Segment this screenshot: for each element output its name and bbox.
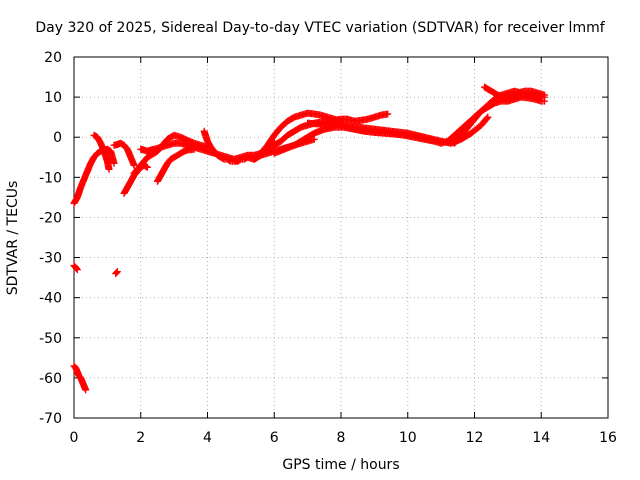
data-point bbox=[484, 113, 492, 121]
series-arc-b bbox=[90, 131, 113, 173]
y-tick-label: -50 bbox=[39, 331, 62, 347]
x-tick-label: 4 bbox=[203, 430, 212, 446]
x-tick-label: 2 bbox=[136, 430, 145, 446]
series-arc-j bbox=[257, 109, 345, 157]
x-tick-label: 12 bbox=[466, 430, 484, 446]
data-point bbox=[483, 114, 491, 122]
data-point bbox=[113, 269, 121, 277]
x-tick-label: 10 bbox=[399, 430, 417, 446]
series-arc-p bbox=[70, 262, 81, 274]
x-tick-label: 14 bbox=[532, 430, 550, 446]
data-point bbox=[113, 268, 121, 276]
data-point bbox=[143, 163, 151, 171]
y-tick-label: -60 bbox=[39, 371, 62, 387]
x-axis-label: GPS time / hours bbox=[282, 457, 400, 473]
data-point bbox=[541, 91, 549, 99]
series-arc-h bbox=[200, 127, 318, 165]
y-tick-label: -70 bbox=[39, 411, 62, 427]
data-point bbox=[310, 135, 318, 143]
axis-ticks: 0 2 4 6 8 10 12 14 16 -70 -60 -50 -40 -30 -20 -10 0 10 20 bbox=[39, 50, 617, 446]
series-arc-e bbox=[130, 131, 211, 177]
chart-title: Day 320 of 2025, Sidereal Day-to-day VTE… bbox=[35, 20, 605, 36]
x-tick-label: 8 bbox=[337, 430, 346, 446]
series-arc-q bbox=[112, 268, 121, 278]
series-arc-g bbox=[153, 145, 198, 185]
grid bbox=[74, 57, 608, 418]
data-point bbox=[130, 161, 138, 169]
data-point bbox=[73, 266, 81, 274]
y-tick-label: -40 bbox=[39, 291, 62, 307]
y-tick-label: 0 bbox=[53, 130, 62, 146]
y-tick-label: -30 bbox=[39, 251, 62, 267]
data-point bbox=[110, 159, 118, 167]
y-tick-label: 10 bbox=[44, 90, 62, 106]
series-arc-o bbox=[504, 93, 549, 105]
x-tick-label: 6 bbox=[270, 430, 279, 446]
y-tick-label: -20 bbox=[39, 210, 62, 226]
series-arc-r bbox=[70, 362, 90, 394]
series-arc-l bbox=[304, 113, 492, 147]
data-points bbox=[70, 83, 549, 394]
y-tick-label: 20 bbox=[44, 50, 62, 66]
data-point bbox=[190, 145, 198, 153]
series-arc-d bbox=[110, 139, 138, 169]
data-point bbox=[82, 386, 90, 394]
data-point bbox=[105, 165, 113, 173]
data-point bbox=[541, 97, 549, 105]
data-point bbox=[73, 265, 81, 273]
y-tick-label: -10 bbox=[39, 170, 62, 186]
data-point bbox=[384, 110, 392, 118]
y-axis-label: SDTVAR / TECUs bbox=[5, 180, 21, 296]
x-tick-label: 16 bbox=[599, 430, 617, 446]
series-arc-a bbox=[70, 145, 118, 207]
data-point bbox=[142, 163, 150, 171]
x-tick-label: 0 bbox=[70, 430, 79, 446]
